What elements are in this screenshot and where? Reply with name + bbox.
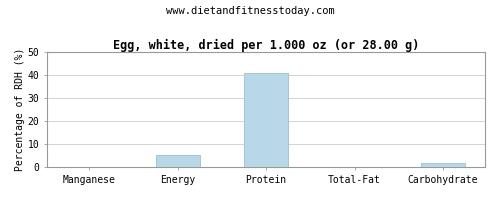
Text: www.dietandfitnesstoday.com: www.dietandfitnesstoday.com — [166, 6, 334, 16]
Bar — [421, 163, 465, 167]
Title: Egg, white, dried per 1.000 oz (or 28.00 g): Egg, white, dried per 1.000 oz (or 28.00… — [113, 39, 420, 52]
Bar — [244, 73, 288, 167]
Bar — [156, 155, 200, 167]
Y-axis label: Percentage of RDH (%): Percentage of RDH (%) — [15, 48, 25, 171]
